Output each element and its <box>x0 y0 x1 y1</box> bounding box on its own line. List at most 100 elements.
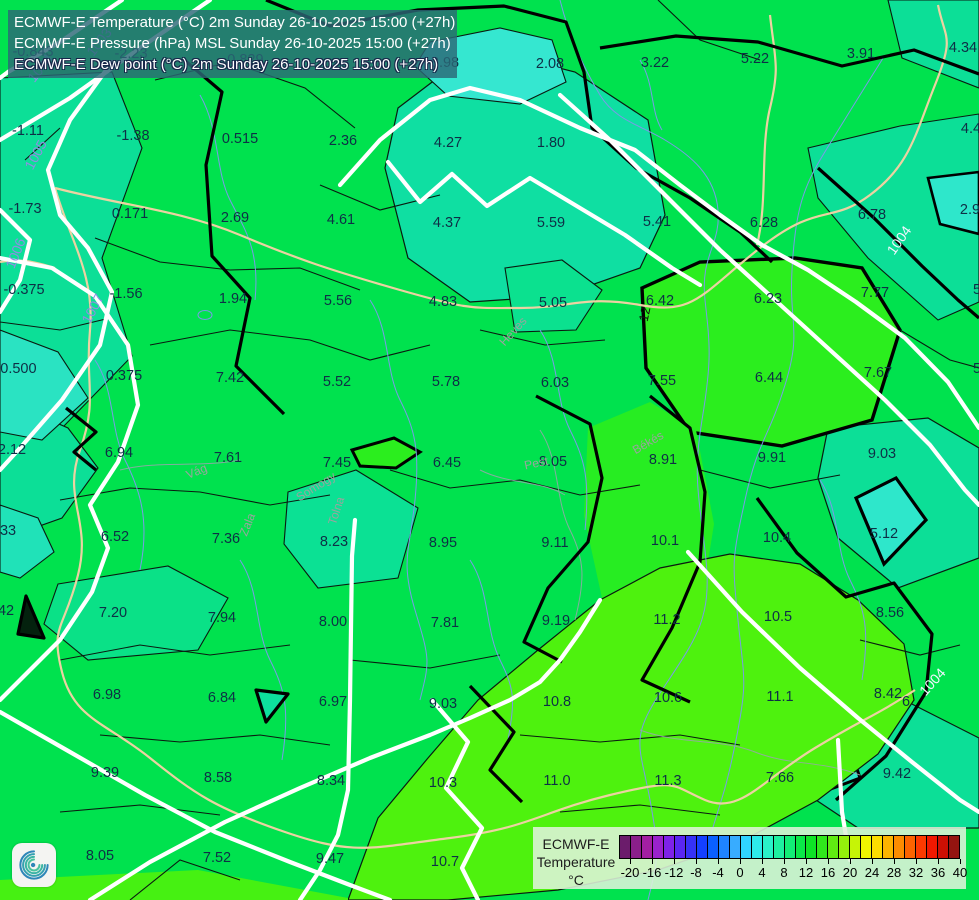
temperature-value-label: 0.515 <box>222 131 258 147</box>
temperature-value-label: -0.500 <box>0 361 37 377</box>
temperature-value-label: 8.05 <box>86 848 114 864</box>
temperature-value-label: 8.58 <box>204 770 232 786</box>
legend-tick-label: 4 <box>758 865 766 880</box>
legend-tick-label: 32 <box>908 865 924 880</box>
temperature-value-label: 9.91 <box>758 450 786 466</box>
legend-tick-mark <box>630 859 631 864</box>
legend-tick-mark <box>916 859 917 864</box>
legend-tick-label: -12 <box>664 865 684 880</box>
temperature-value-label: 10.3 <box>429 775 457 791</box>
temperature-value-label: 10.7 <box>431 854 459 870</box>
legend-tick-mark <box>850 859 851 864</box>
legend-color-cell <box>904 835 916 859</box>
temperature-value-label: -0.375 <box>3 282 44 298</box>
temperature-value-label: 10.6 <box>654 690 682 706</box>
temperature-value-label: 9.11 <box>541 535 568 551</box>
temperature-value-label: 7.81 <box>431 615 459 631</box>
temperature-value-label: 4.61 <box>327 212 355 228</box>
temperature-value-label: 9.42 <box>883 766 911 782</box>
legend-color-cell <box>948 835 961 859</box>
legend-color-cell <box>772 835 784 859</box>
legend-tick-mark <box>696 859 697 864</box>
temperature-value-label: 6.03 <box>541 375 569 391</box>
legend-color-cell <box>783 835 795 859</box>
temperature-value-label: 10.1 <box>651 533 679 549</box>
temperature-value-label: 4.37 <box>433 215 461 231</box>
temperature-value-label: 1.33 <box>0 523 16 539</box>
legend-tick-mark <box>718 859 719 864</box>
temperature-value-label: 4.44 <box>961 121 979 137</box>
temperature-value-label: 3.91 <box>847 46 875 62</box>
temperature-value-label: 7.67 <box>864 365 892 381</box>
legend-color-cell <box>871 835 883 859</box>
legend-title-parameter: Temperature <box>536 854 616 870</box>
legend-color-cell <box>849 835 861 859</box>
temperature-value-label: 7.42 <box>216 370 244 386</box>
temperature-value-label: 1.94 <box>219 291 247 307</box>
temperature-value-label: 7.52 <box>203 850 231 866</box>
legend-tick-label: -20 <box>620 865 640 880</box>
temperature-value-label: 5 <box>973 361 979 377</box>
temperature-legend: ECMWF-E Temperature °C -20 -16 -12 -8 -4 0 4 8 1… <box>533 827 967 889</box>
temperature-value-label: 9.47 <box>316 851 344 867</box>
temperature-value-label: 7.77 <box>861 285 889 301</box>
legend-color-cell <box>717 835 729 859</box>
temperature-value-label: 7.61 <box>214 450 242 466</box>
legend-tick-mark <box>674 859 675 864</box>
temperature-value-label: 11.3 <box>654 773 681 789</box>
temperature-value-label: 7.55 <box>648 373 676 389</box>
temperature-value-label: 9.03 <box>429 696 457 712</box>
legend-tick-label: -16 <box>642 865 662 880</box>
legend-color-cell <box>816 835 828 859</box>
temperature-value-label: 8.05 <box>539 454 567 470</box>
legend-color-cell <box>673 835 685 859</box>
legend-tick-label: 20 <box>842 865 858 880</box>
temperature-value-label: 0.171 <box>112 206 148 222</box>
temperature-value-label: 7.94 <box>208 610 236 626</box>
legend-tick-label: 16 <box>820 865 836 880</box>
legend-tick-mark <box>784 859 785 864</box>
temperature-value-label: 10.4 <box>763 530 791 546</box>
temperature-value-label: 6.84 <box>208 690 236 706</box>
temperature-value-label: 3.22 <box>641 55 669 71</box>
legend-tick-label: 28 <box>886 865 902 880</box>
temperature-value-label: 8.42 <box>874 686 902 702</box>
temperature-value-label: 7.20 <box>99 605 127 621</box>
legend-color-cell <box>915 835 927 859</box>
temperature-value-label: 9.03 <box>868 446 896 462</box>
temperature-value-label: 2.42 <box>0 603 14 619</box>
temperature-value-label: 8.95 <box>429 535 457 551</box>
temperature-value-label: -1.56 <box>109 286 142 302</box>
legend-color-cell <box>805 835 817 859</box>
legend-color-cell <box>651 835 663 859</box>
temperature-value-label: 2.36 <box>329 133 357 149</box>
temperature-value-label: 2.08 <box>536 56 564 72</box>
legend-color-cell <box>640 835 652 859</box>
temperature-value-label: 6.45 <box>433 455 461 471</box>
legend-color-cell <box>728 835 740 859</box>
temperature-value-label: 6 <box>902 694 910 710</box>
temperature-value-label: 1.80 <box>537 135 565 151</box>
legend-color-cell <box>684 835 696 859</box>
legend-tick-label: 8 <box>780 865 788 880</box>
legend-color-cell <box>937 835 949 859</box>
temperature-value-label: 6.94 <box>105 445 133 461</box>
temperature-value-label: 5.78 <box>432 374 460 390</box>
legend-title-model: ECMWF-E <box>542 836 610 852</box>
isobar-value-label: 1004 <box>916 665 949 699</box>
temperature-value-label: 7.36 <box>212 531 240 547</box>
temperature-value-label: 7.66 <box>766 770 794 786</box>
temperature-value-label: -1.73 <box>8 201 41 217</box>
legend-color-cell <box>761 835 773 859</box>
legend-tick-mark <box>806 859 807 864</box>
temperature-value-label: 8.23 <box>320 534 348 550</box>
temperature-value-label: 6.98 <box>93 687 121 703</box>
legend-color-cell <box>750 835 762 859</box>
temperature-value-label: 8.56 <box>876 605 904 621</box>
temperature-value-label: 2.69 <box>221 210 249 226</box>
temperature-value-label: -1.11 <box>12 123 44 139</box>
legend-tick-mark <box>894 859 895 864</box>
temperature-value-label: 10.5 <box>764 609 792 625</box>
temperature-value-label: 6.28 <box>750 215 778 231</box>
